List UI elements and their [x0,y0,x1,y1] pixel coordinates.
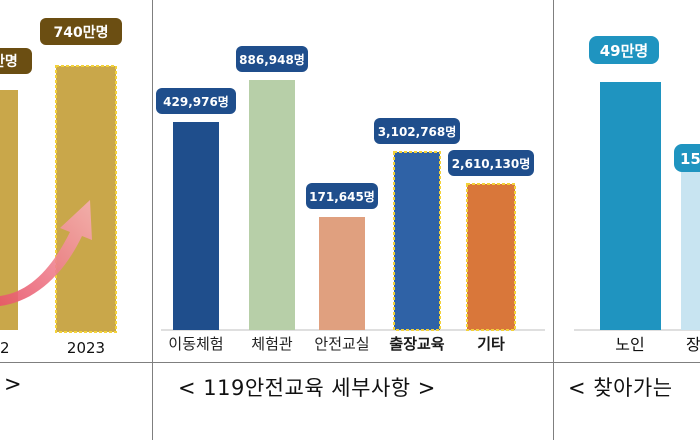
svg-text:886,948명: 886,948명 [239,53,305,67]
caption-divider [0,362,700,363]
bar-기타 [466,183,516,331]
data-label-체험관: 886,948명 [236,46,308,72]
chart-left-svg: 만명 740만명 2 2023 [0,18,122,357]
data-label-right-2: 15 [674,144,700,172]
divider-1 [152,0,153,440]
x-tick-left-2: 2023 [67,339,105,357]
x-tick-right-2: 장 [686,335,700,354]
svg-text:15: 15 [680,150,700,168]
data-label-right-1: 49만명 [589,36,659,64]
divider-2 [553,0,554,440]
caption-left: > [4,372,23,396]
data-label-left-1: 만명 [0,48,32,74]
chart-panel-left: 만명 740만명 2 2023 [0,0,152,362]
bar-출장교육 [393,151,441,331]
svg-text:171,645명: 171,645명 [309,190,375,204]
svg-text:429,976명: 429,976명 [163,95,229,109]
data-label-left-2: 740만명 [40,18,122,45]
caption-middle: < 119안전교육 세부사항 > [178,376,436,400]
bar-체험관 [249,80,295,330]
x-tick-right-1: 노인 [615,335,644,354]
bar-2022 [0,90,18,330]
bar-노인 [600,82,661,330]
x-tick-출장교육: 출장교육 [389,335,444,353]
data-label-이동체험: 429,976명 [156,88,236,114]
x-tick-이동체험: 이동체험 [168,335,223,353]
caption-right: < 찾아가는 [568,376,673,400]
svg-text:49만명: 49만명 [600,42,648,60]
bar-2023 [55,65,117,333]
data-label-출장교육: 3,102,768명 [374,118,460,144]
bar-장 [681,170,700,330]
x-tick-안전교실: 안전교실 [314,335,369,353]
bar-안전교실 [319,217,365,330]
x-tick-left-1: 2 [0,339,10,357]
chart-right-svg: 49만명 15 노인 장 [574,36,700,354]
bar-이동체험 [173,122,219,330]
data-label-기타: 2,610,130명 [448,150,534,176]
x-tick-기타: 기타 [477,335,505,353]
svg-text:만명: 만명 [0,53,18,70]
svg-text:3,102,768명: 3,102,768명 [378,125,457,139]
svg-text:740만명: 740만명 [54,24,109,41]
svg-text:2,610,130명: 2,610,130명 [452,157,531,171]
chart-panel-right: 49만명 15 노인 장 [554,0,700,362]
x-tick-체험관: 체험관 [251,335,293,353]
data-label-안전교실: 171,645명 [306,183,378,209]
increase-arrow-icon [0,200,92,306]
